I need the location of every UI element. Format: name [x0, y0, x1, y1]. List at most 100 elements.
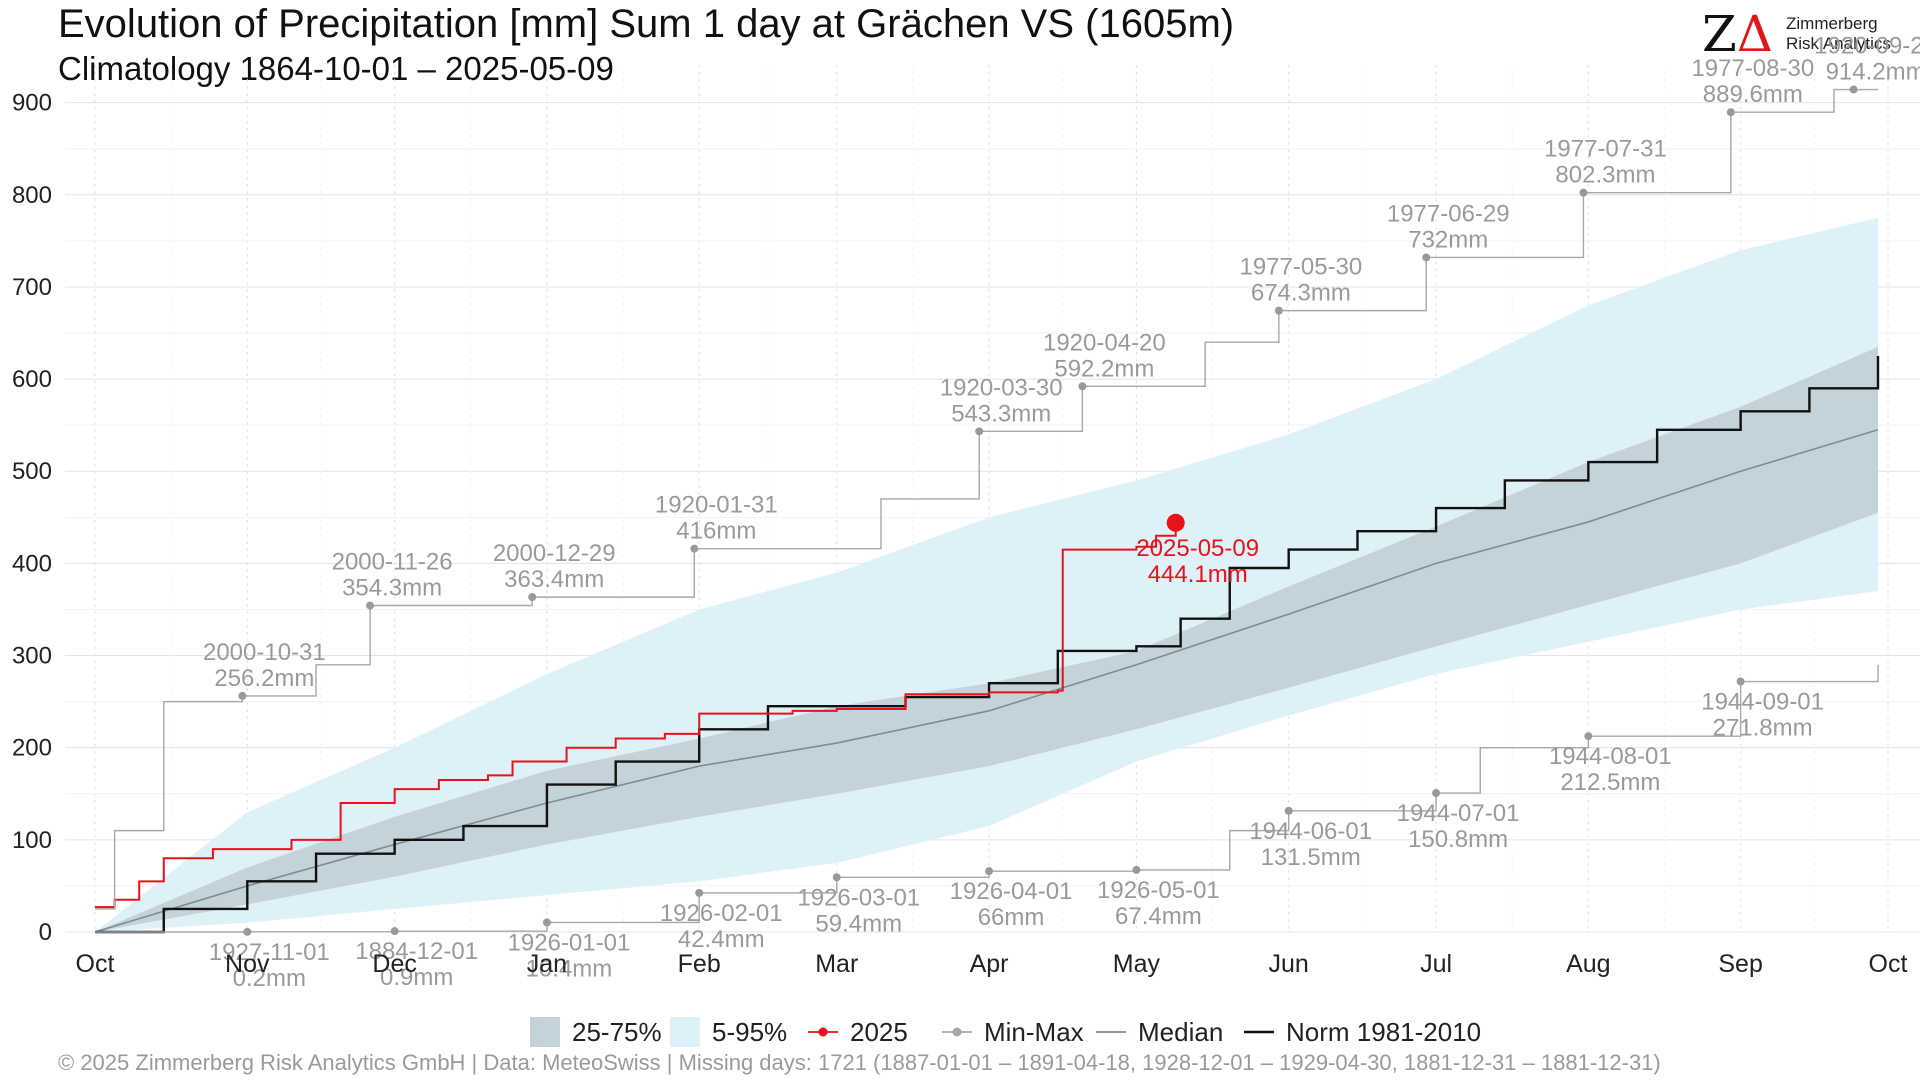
annotation-date: 1920-04-20 — [1043, 329, 1166, 356]
legend-key — [1096, 1031, 1126, 1033]
y-tick-label: 200 — [12, 735, 52, 762]
extreme-points — [238, 85, 1858, 936]
axis-labels: 0 100 200 300 400 500 600 700 800 900 Oct Nov Dec Jan… — [12, 90, 1908, 978]
x-tick-label: Oct — [1869, 950, 1908, 978]
x-tick-label: Jul — [1420, 950, 1452, 978]
extreme-point — [528, 593, 537, 602]
annotation-date: 2025-05-09 — [1136, 535, 1259, 562]
extreme-point — [1849, 85, 1858, 94]
annotation-value: 416mm — [676, 518, 756, 545]
extreme-point — [832, 873, 841, 882]
extreme-point — [1584, 732, 1593, 741]
y-tick-label: 0 — [39, 919, 52, 946]
y-tick-label: 500 — [12, 458, 52, 485]
annotation-date: 1927-11-01 — [209, 939, 330, 966]
annotation-value: 271.8mm — [1713, 715, 1813, 742]
annotation-value: 802.3mm — [1555, 162, 1655, 189]
annotation-value: 131.5mm — [1261, 844, 1361, 871]
annotation-date: 1920-01-31 — [655, 492, 778, 519]
annotation-date: 1926-05-01 — [1097, 877, 1220, 904]
extreme-point — [542, 918, 551, 927]
chart-title: Evolution of Precipitation [mm] Sum 1 da… — [58, 2, 1235, 46]
annotation-date: 1920-03-30 — [940, 374, 1063, 401]
annotation-value: 66mm — [978, 904, 1045, 931]
legend-key — [1244, 1030, 1274, 1034]
legend-label: Median — [1138, 1017, 1224, 1047]
annotation-value: 354.3mm — [342, 575, 442, 602]
annotation-date: 2000-12-29 — [493, 540, 616, 567]
annotation-value: 363.4mm — [504, 566, 604, 593]
company-logo: ZΔ Zimmerberg Risk Analytics — [1702, 8, 1902, 60]
series-norm-1981-2010 — [95, 356, 1880, 934]
extreme-point — [390, 927, 399, 936]
extreme-point — [1432, 789, 1441, 798]
x-tick-label: Jan — [527, 950, 567, 978]
annotation-date: 1944-08-01 — [1549, 743, 1672, 770]
annotation-date: 2000-10-31 — [203, 639, 326, 666]
legend-swatch — [670, 1017, 700, 1047]
y-tick-label: 600 — [12, 366, 52, 393]
annotation-value: 67.4mm — [1115, 903, 1202, 930]
annotation-value: 543.3mm — [951, 400, 1051, 427]
extreme-point — [1736, 677, 1745, 686]
annotation-date: 1926-02-01 — [660, 900, 783, 927]
annotation-date: 1944-07-01 — [1397, 800, 1520, 827]
x-tick-label: Feb — [678, 950, 721, 978]
y-tick-label: 100 — [12, 827, 52, 854]
band-25-75% — [95, 346, 1878, 932]
extreme-point — [243, 927, 252, 936]
annotation-value: 212.5mm — [1560, 769, 1660, 796]
x-tick-label: Apr — [970, 950, 1009, 978]
annotation-value: 444.1mm — [1148, 561, 1248, 588]
annotation-date: 1920-09-24 — [1814, 33, 1920, 60]
extreme-point — [975, 427, 984, 436]
chart-subtitle: Climatology 1864-10-01 – 2025-05-09 — [58, 50, 614, 87]
band-5-95% — [95, 217, 1878, 933]
annotation-value: 914.2mm — [1826, 59, 1920, 86]
annotation-date: 1944-06-01 — [1249, 818, 1372, 845]
extreme-point — [690, 544, 699, 553]
extreme-point — [1579, 188, 1588, 197]
chart-legend: 25-75% 5-95% 2025 Min-Max Median Norm 1981-20… — [0, 1012, 1920, 1052]
x-tick-label: Sep — [1718, 950, 1762, 978]
legend-dot — [952, 1027, 962, 1037]
legend-key — [530, 1017, 560, 1047]
annotation-date: 1884-12-01 — [355, 938, 478, 965]
current-point — [1166, 513, 1185, 532]
legend-key — [808, 1027, 838, 1037]
logo-delta: Δ — [1736, 5, 1773, 63]
x-tick-label: Mar — [815, 950, 858, 978]
annotation-value: 59.4mm — [815, 910, 902, 937]
extreme-point — [1726, 108, 1735, 117]
extreme-point — [1422, 253, 1431, 262]
annotation-value: 732mm — [1408, 226, 1488, 253]
annotation-value: 592.2mm — [1054, 355, 1154, 382]
annotation-date: 1977-06-29 — [1387, 200, 1510, 227]
annotation-date: 1977-08-30 — [1691, 55, 1814, 82]
legend-dot — [818, 1027, 828, 1037]
legend-label: Norm 1981-2010 — [1286, 1017, 1482, 1047]
legend-label: 2025 — [850, 1017, 908, 1047]
logo-line-1: Zimmerberg — [1786, 14, 1878, 33]
footer-credits: © 2025 Zimmerberg Risk Analytics GmbH | … — [58, 1050, 1661, 1075]
series-2025 — [95, 522, 1177, 909]
legend-swatch — [530, 1017, 560, 1047]
legend-key — [670, 1017, 700, 1047]
legend-label: 25-75% — [572, 1017, 662, 1047]
legend-label: Min-Max — [984, 1017, 1084, 1047]
extreme-point — [1132, 865, 1141, 874]
y-tick-label: 800 — [12, 182, 52, 209]
x-tick-label: Aug — [1566, 950, 1610, 978]
annotation-date: 1926-04-01 — [950, 878, 1073, 905]
percentile-bands — [95, 217, 1878, 933]
annotation-date: 1944-09-01 — [1701, 689, 1824, 716]
y-tick-label: 400 — [12, 550, 52, 577]
annotation-value: 256.2mm — [214, 665, 314, 692]
extreme-point — [985, 867, 994, 876]
logo-z: Z — [1702, 5, 1737, 63]
annotation-date: 1926-03-01 — [797, 884, 920, 911]
x-tick-label: May — [1113, 950, 1161, 978]
series-lines — [94, 88, 1880, 934]
logo-text: Zimmerberg Risk Analytics — [1786, 14, 1891, 54]
